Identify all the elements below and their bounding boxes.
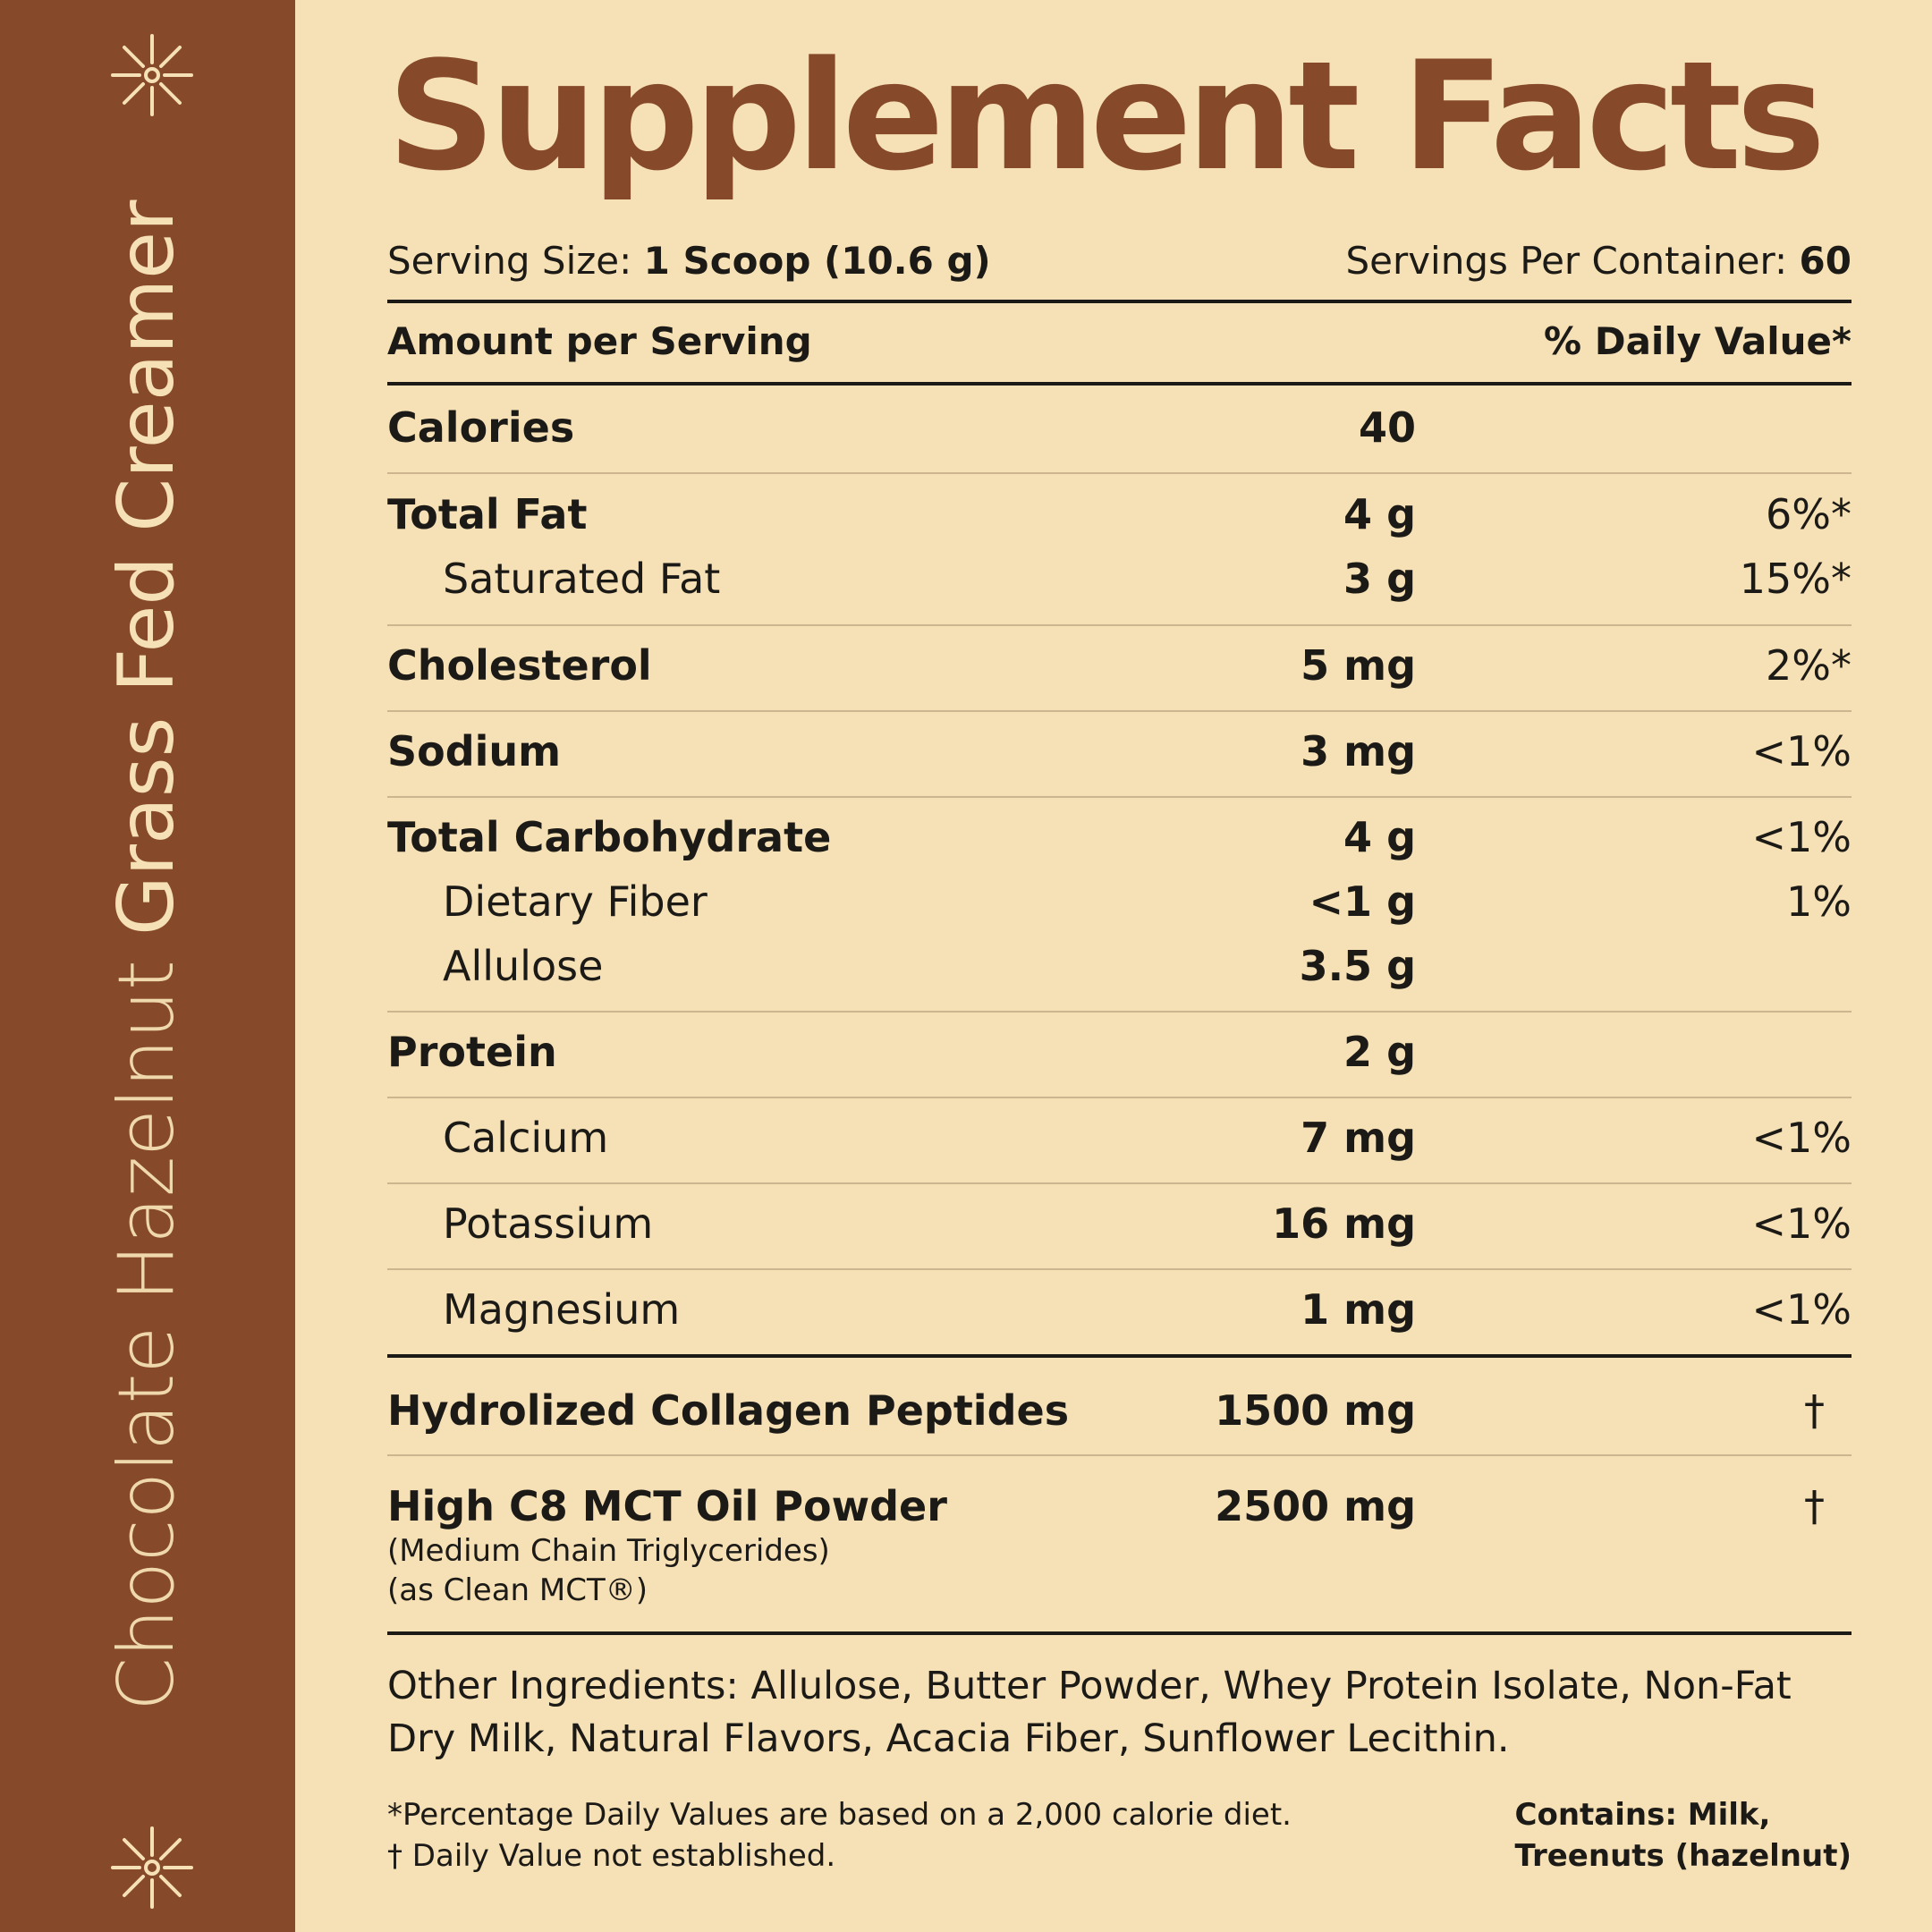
- divider: [387, 1354, 1852, 1358]
- product-type: Grass Fed Creamer: [102, 199, 191, 936]
- divider: [387, 1011, 1852, 1013]
- nutrient-amount: <1 g: [1309, 877, 1417, 926]
- divider: [387, 1097, 1852, 1098]
- divider: [387, 1631, 1852, 1635]
- table-row: Saturated Fat 3 g 15%*: [387, 550, 1852, 607]
- daily-value-header: % Daily Value*: [1544, 319, 1852, 363]
- table-row: Sodium 3 mg <1%: [387, 723, 1852, 780]
- table-row: Calories 40: [387, 399, 1852, 456]
- table-row: Allulose 3.5 g: [387, 937, 1852, 995]
- footnotes: *Percentage Daily Values are based on a …: [387, 1794, 1292, 1877]
- nutrient-dv: †: [1804, 1386, 1825, 1435]
- divider: [387, 382, 1852, 386]
- amount-header: Amount per Serving: [387, 319, 812, 363]
- footnote: † Daily Value not established.: [387, 1838, 836, 1874]
- servings-per-container-value: 60: [1799, 239, 1852, 283]
- table-row: High C8 MCT Oil Powder 2500 mg †: [387, 1478, 1852, 1535]
- divider: [387, 710, 1852, 712]
- nutrient-amount: 3 g: [1343, 555, 1416, 603]
- divider: [387, 472, 1852, 474]
- table-row: Protein 2 g: [387, 1023, 1852, 1080]
- nutrient-amount: 4 g: [1343, 490, 1416, 538]
- table-row: Potassium 16 mg <1%: [387, 1195, 1852, 1252]
- nutrient-name: Sodium: [387, 727, 562, 775]
- table-row: Magnesium 1 mg <1%: [387, 1281, 1852, 1338]
- nutrient-name: Cholesterol: [387, 641, 652, 690]
- table-row: Total Carbohydrate 4 g <1%: [387, 809, 1852, 866]
- serving-size-label: Serving Size:: [387, 239, 632, 283]
- nutrient-dv: 15%*: [1739, 555, 1852, 603]
- nutrient-amount: 5 mg: [1301, 641, 1416, 690]
- table-row: Hydrolized Collagen Peptides 1500 mg †: [387, 1382, 1852, 1439]
- nutrient-name: Magnesium: [443, 1285, 681, 1334]
- product-flavor: Chocolate Hazelnut: [102, 960, 191, 1711]
- serving-info: Serving Size: 1 Scoop (10.6 g) Servings …: [387, 234, 1852, 288]
- nutrient-dv: <1%: [1751, 1199, 1852, 1248]
- table-row: Dietary Fiber <1 g 1%: [387, 873, 1852, 930]
- other-ingredients: Other Ingredients: Allulose, Butter Powd…: [387, 1664, 1792, 1761]
- nutrient-dv: 2%*: [1766, 641, 1852, 690]
- nutrient-dv: 6%*: [1766, 490, 1852, 538]
- nutrient-amount: 7 mg: [1301, 1114, 1416, 1162]
- nutrient-amount: 40: [1358, 403, 1416, 452]
- mct-note: (as Clean MCT®): [387, 1572, 648, 1608]
- page-title: Supplement Facts: [387, 29, 1826, 204]
- serving-size-value: 1 Scoop (10.6 g): [643, 239, 991, 283]
- nutrient-name: Total Carbohydrate: [387, 813, 832, 861]
- nutrient-name: Calcium: [443, 1114, 609, 1162]
- nutrient-name: Allulose: [443, 942, 604, 990]
- nutrient-dv: †: [1804, 1482, 1825, 1530]
- table-row: Total Fat 4 g 6%*: [387, 486, 1852, 543]
- divider: [387, 1182, 1852, 1184]
- sunburst-icon: [111, 34, 193, 116]
- nutrient-amount: 3 mg: [1301, 727, 1416, 775]
- nutrient-name: Saturated Fat: [443, 555, 721, 603]
- divider: [387, 796, 1852, 798]
- nutrient-name: High C8 MCT Oil Powder: [387, 1482, 947, 1530]
- nutrient-name: Total Fat: [387, 490, 588, 538]
- table-row: Cholesterol 5 mg 2%*: [387, 637, 1852, 694]
- nutrient-amount: 2500 mg: [1215, 1482, 1416, 1530]
- nutrient-amount: 16 mg: [1272, 1199, 1416, 1248]
- nutrient-amount: 1 mg: [1301, 1285, 1416, 1334]
- nutrient-amount: 1500 mg: [1215, 1386, 1416, 1435]
- table-row: Calcium 7 mg <1%: [387, 1109, 1852, 1166]
- nutrient-amount: 4 g: [1343, 813, 1416, 861]
- nutrient-name: Hydrolized Collagen Peptides: [387, 1386, 1070, 1435]
- nutrient-amount: 3.5 g: [1299, 942, 1416, 990]
- mct-note: (Medium Chain Triglycerides): [387, 1533, 830, 1569]
- nutrient-dv: <1%: [1751, 727, 1852, 775]
- nutrient-name: Dietary Fiber: [443, 877, 708, 926]
- nutrient-dv: 1%: [1786, 877, 1852, 926]
- divider: [387, 300, 1852, 303]
- allergen-statement: Contains: Milk, Treenuts (hazelnut): [1515, 1794, 1852, 1877]
- divider: [387, 624, 1852, 626]
- nutrient-dv: <1%: [1751, 813, 1852, 861]
- product-name: Chocolate Hazelnut Grass Fed Creamer: [102, 200, 191, 1711]
- nutrient-dv: <1%: [1751, 1114, 1852, 1162]
- nutrient-name: Protein: [387, 1028, 557, 1076]
- allergen-line: Contains: Milk,: [1514, 1797, 1771, 1833]
- nutrient-amount: 2 g: [1343, 1028, 1416, 1076]
- allergen-line: Treenuts (hazelnut): [1514, 1838, 1852, 1874]
- nutrient-name: Potassium: [443, 1199, 654, 1248]
- table-header: Amount per Serving % Daily Value*: [387, 315, 1852, 369]
- divider: [387, 1454, 1852, 1456]
- nutrient-dv: <1%: [1751, 1285, 1852, 1334]
- sunburst-icon: [111, 1826, 193, 1909]
- footnote: *Percentage Daily Values are based on a …: [387, 1797, 1292, 1833]
- servings-per-container-label: Servings Per Container:: [1345, 239, 1788, 283]
- nutrient-name: Calories: [387, 403, 575, 452]
- divider: [387, 1268, 1852, 1270]
- sidebar: Chocolate Hazelnut Grass Fed Creamer: [0, 0, 295, 1932]
